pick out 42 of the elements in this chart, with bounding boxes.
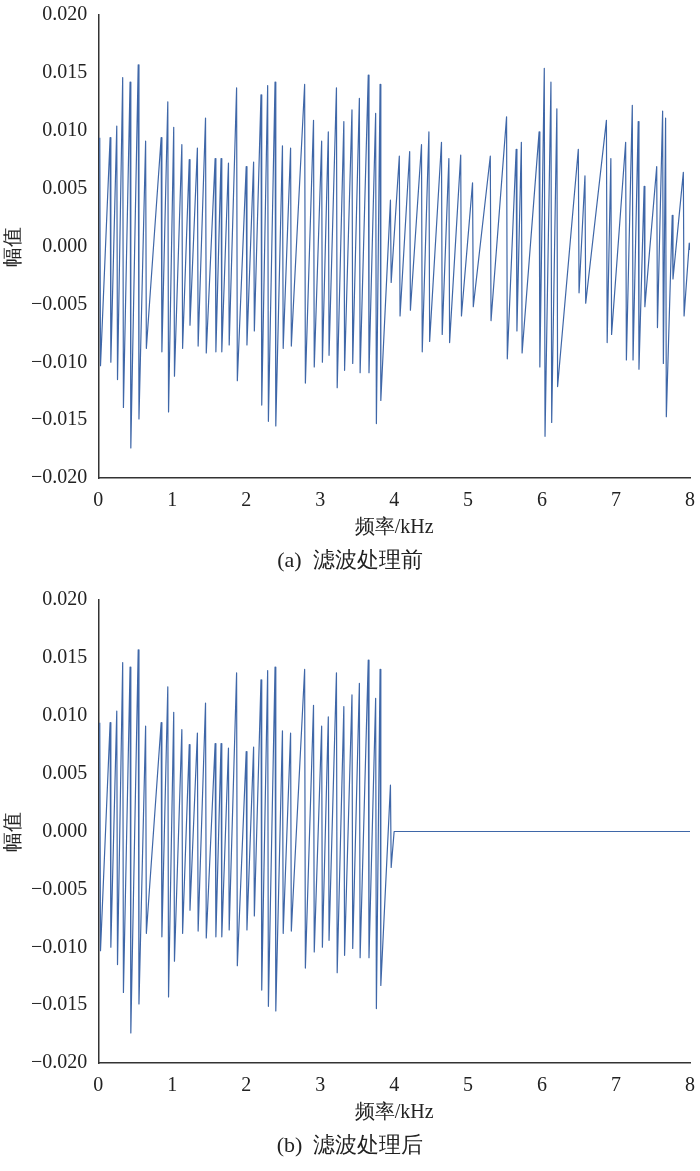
x-tick-label: 6 (537, 1073, 548, 1096)
x-tick-label: 8 (685, 1073, 695, 1096)
y-tick-label: −0.020 (31, 1050, 88, 1073)
x-tick-label: 6 (537, 488, 548, 511)
x-tick-label: 1 (167, 1073, 178, 1096)
y-tick-label: 0.010 (42, 118, 88, 140)
text: (a) 滤波处理前 (276, 546, 424, 574)
x-axis-title: 频率/kHz (354, 1100, 434, 1123)
x-tick-label: 1 (167, 488, 178, 511)
x-tick-label: 2 (241, 1073, 252, 1096)
x-axis-title: 频率/kHz (354, 515, 434, 538)
y-axis-title: 幅值 (1, 226, 24, 267)
y-tick-label: 0.000 (42, 818, 88, 841)
x-tick-label: 8 (685, 488, 695, 511)
y-tick-label: 0.000 (42, 233, 88, 256)
x-tick-label: 3 (315, 1073, 326, 1096)
y-tick-label: −0.015 (31, 407, 88, 430)
x-tick-label: 0 (93, 1073, 104, 1096)
y-tick-label: 0.015 (42, 60, 88, 83)
y-tick-label: −0.020 (31, 465, 88, 488)
x-tick-label: 3 (315, 488, 326, 511)
y-tick-label: −0.010 (31, 934, 88, 957)
y-tick-label: 0.015 (42, 645, 88, 668)
text: (b) 滤波处理后 (275, 1131, 425, 1159)
y-axis-title: 幅值 (1, 811, 24, 852)
y-tick-label: 0.005 (42, 760, 88, 783)
x-tick-label: 7 (611, 1073, 622, 1096)
x-tick-label: 4 (389, 1073, 400, 1096)
y-tick-label: 0.020 (42, 587, 88, 610)
x-tick-label: 5 (463, 1073, 474, 1096)
y-tick-label: 0.005 (42, 175, 88, 198)
y-tick-label: −0.005 (31, 291, 88, 314)
x-tick-label: 7 (611, 488, 622, 511)
y-tick-label: −0.005 (31, 876, 88, 899)
y-tick-label: 0.010 (42, 703, 88, 725)
y-tick-label: 0.020 (42, 2, 88, 25)
y-tick-label: −0.015 (31, 992, 88, 1015)
y-tick-label: −0.010 (31, 349, 88, 372)
x-tick-label: 4 (389, 488, 400, 511)
x-tick-label: 5 (463, 488, 474, 511)
x-tick-label: 0 (93, 488, 104, 511)
x-tick-label: 2 (241, 488, 252, 511)
